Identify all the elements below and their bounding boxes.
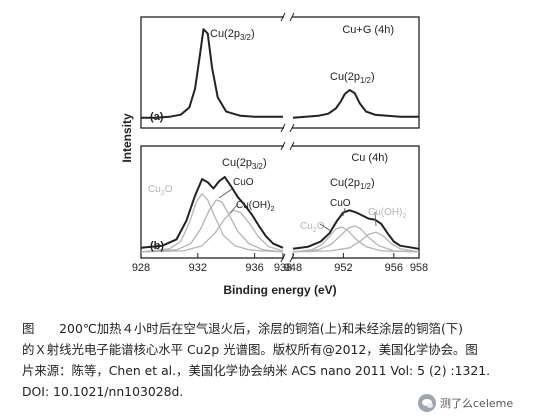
series-measured-panel1-seg1 (141, 28, 283, 119)
series-fit-Cu(OH)2-panel2-seg2 (292, 231, 420, 253)
x-tick-label: 928 (132, 262, 150, 274)
axis-break-mark (280, 12, 286, 22)
x-tick-label: 958 (410, 262, 428, 274)
annotation-label: Cu2O (148, 184, 173, 197)
plot-frames (140, 12, 420, 263)
annotation-label: Cu(2p1/2) (330, 177, 375, 191)
panel-frame-2 (140, 145, 420, 259)
wechat-icon (418, 394, 436, 412)
annotation-label: Cu(OH)2 (368, 207, 406, 220)
x-tick-label: 948 (284, 262, 302, 274)
series-fit-CuO-panel2-seg2 (292, 225, 420, 253)
series-fit-CuO-panel2-seg1 (140, 199, 284, 253)
annotation-label: Cu(2p3/2) (210, 28, 255, 42)
x-tick-label: 956 (385, 262, 403, 274)
panel-condition: Cu (4h) (351, 152, 388, 164)
figure-caption: 图 200℃加热４小时后在空气退火后，涂层的铜箔(上)和未经涂层的铜箔(下) 的… (22, 318, 542, 402)
panel-label: (a) (150, 111, 164, 123)
annotation-leader (319, 223, 332, 232)
series-measured-panel2-seg1 (140, 176, 284, 249)
plot-marks (140, 28, 420, 253)
annotation-leader (342, 207, 346, 217)
x-tick-label: 936 (245, 262, 263, 274)
panel-label: (b) (150, 240, 164, 252)
series-fit-Cu2O-panel2-seg1 (140, 193, 284, 253)
axis-break-mark (289, 12, 295, 22)
series-measured-panel2-seg2 (292, 209, 420, 250)
annotation-label: Cu(2p3/2) (222, 157, 267, 171)
axis-break-mark (280, 141, 286, 151)
x-tick-label: 932 (189, 262, 207, 274)
axis-break-gap (284, 255, 292, 261)
annotation-leader (229, 203, 239, 214)
annotation-label: CuO (233, 177, 254, 188)
annotation-label: Cu(2p1/2) (330, 71, 375, 85)
axis-break-gap (284, 143, 292, 149)
caption-line-3: 片来源：陈等，Chen et al.，美国化学协会纳米 ACS nano 201… (22, 363, 491, 378)
axis-break-mark (289, 141, 295, 151)
annotation-label: CuO (330, 198, 351, 209)
annotation-leader (218, 188, 233, 199)
watermark: 测了么celeme (418, 392, 513, 414)
axis-break-gap (284, 125, 292, 131)
axis-break-mark (289, 123, 295, 133)
axis-break-gap (284, 14, 292, 20)
annotation-leader (374, 211, 377, 227)
annotation-label: Cu2O (300, 221, 325, 234)
annotation-label: Cu(OH)2 (236, 200, 274, 213)
watermark-text: 测了么celeme (440, 397, 514, 410)
panel-frame-1 (140, 16, 420, 129)
series-fit-Cu2O-panel2-seg2 (292, 226, 420, 253)
y-axis-label: Intensity (120, 113, 134, 163)
x-tick-label: 938 (274, 262, 292, 274)
x-tick-label: 952 (334, 262, 352, 274)
panel-condition: Cu+G (4h) (342, 24, 394, 36)
series-measured-panel1-seg2 (292, 89, 419, 119)
x-axis-label: Binding energy (eV) (223, 283, 336, 297)
caption-line-4: DOI: 10.1021/nn103028d. (22, 384, 184, 399)
caption-line-2: 的Ｘ射线光电子能谱核心水平 Cu2p 光谱图。版权所有@2012，美国化学协会。… (22, 342, 478, 357)
series-fit-Cu(OH)2-panel2-seg1 (140, 209, 284, 253)
caption-line-1: 图 200℃加热４小时后在空气退火后，涂层的铜箔(上)和未经涂层的铜箔(下) (22, 321, 464, 336)
axis-break-mark (280, 123, 286, 133)
